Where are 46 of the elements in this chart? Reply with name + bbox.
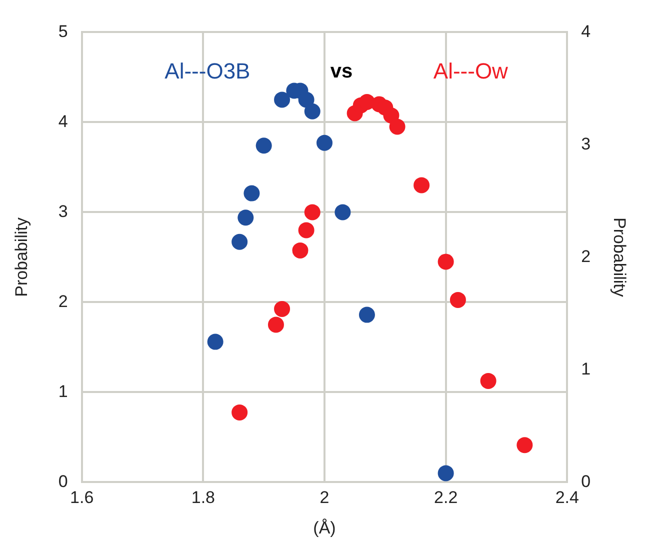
y2-tick-label: 2 <box>581 246 591 266</box>
series-label: Al---O3B <box>164 58 250 84</box>
y-axis-title: Probability <box>12 217 31 297</box>
point <box>389 118 406 135</box>
point <box>450 292 466 308</box>
y2-tick-label: 4 <box>581 22 591 41</box>
point <box>268 316 284 333</box>
y-tick-label: 4 <box>58 112 68 131</box>
point <box>304 103 320 120</box>
point <box>334 204 351 220</box>
point <box>232 234 248 250</box>
y-tick-label: 3 <box>58 202 68 221</box>
point <box>316 134 332 151</box>
x-tick-label: 1.6 <box>70 488 94 508</box>
y2-axis-title: Probability <box>610 218 630 298</box>
y-tick-label: 1 <box>58 382 68 401</box>
annotation: vs <box>330 60 353 83</box>
point <box>207 334 224 350</box>
x-tick-label: 2.2 <box>434 488 458 508</box>
point <box>244 185 260 202</box>
y-tick-label: 0 <box>58 472 68 491</box>
y2-tick-label: 3 <box>581 134 591 154</box>
x-tick-label: 1.8 <box>191 488 215 508</box>
y2-tick-label: 0 <box>581 472 591 491</box>
y-tick-label: 5 <box>58 22 68 41</box>
point <box>480 372 496 389</box>
x-tick-label: 2 <box>320 488 330 508</box>
point <box>292 242 308 258</box>
point <box>256 138 272 154</box>
point <box>232 404 248 420</box>
y-tick-label: 2 <box>58 292 68 311</box>
point <box>304 204 320 220</box>
x-tick-label: 2.4 <box>555 488 579 508</box>
point <box>438 254 454 270</box>
point <box>238 210 254 226</box>
point <box>274 300 290 317</box>
x-axis-title: (Å) <box>313 518 336 538</box>
point <box>358 306 375 323</box>
text: Al---Ow <box>433 58 508 84</box>
point <box>414 177 430 194</box>
point <box>298 92 314 108</box>
point <box>274 92 290 108</box>
point <box>438 465 454 482</box>
point <box>298 222 314 238</box>
y2-tick-label: 1 <box>581 359 591 378</box>
point <box>516 437 533 454</box>
